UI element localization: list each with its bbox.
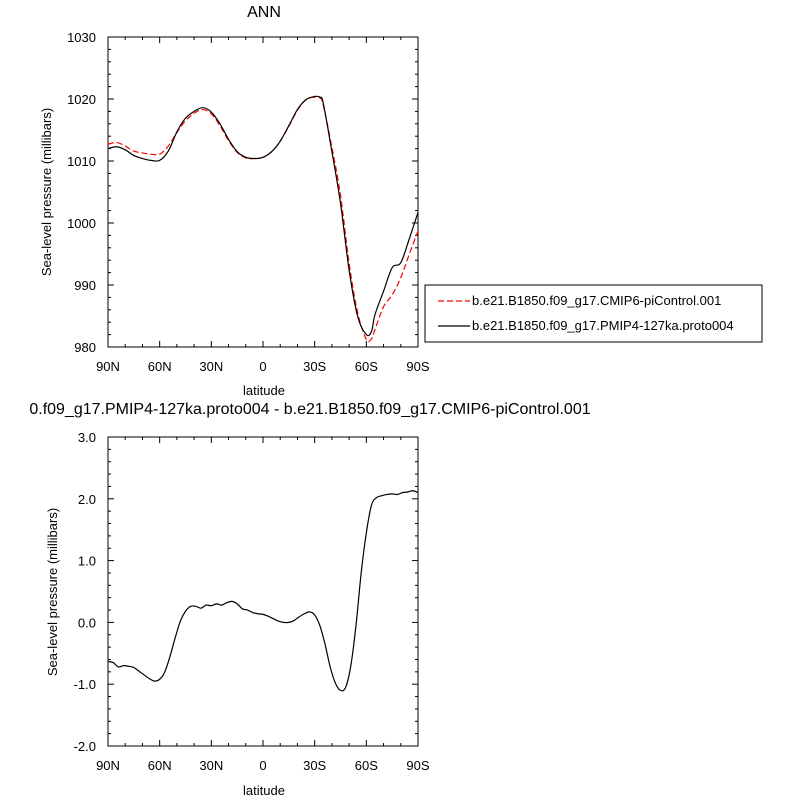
top-ytick-label: 990 (74, 278, 96, 293)
bottom-xtick-label: 90S (406, 758, 429, 773)
top-series-lines (107, 95, 419, 343)
bottom-plot-frame (107, 436, 419, 747)
top-ytick-label: 1010 (67, 154, 96, 169)
top-ytick-label: 980 (74, 340, 96, 355)
bottom-xtick-label: 90N (96, 758, 120, 773)
legend-label-picontrol: b.e21.B1850.f09_g17.CMIP6-piControl.001 (472, 293, 721, 308)
top-panel: ANN 980 990 1000 1010 1020 1030 90N 60N 30N 0 30S 6… (39, 4, 430, 398)
top-ytick-label: 1000 (67, 216, 96, 231)
bottom-ytick-label: 1.0 (78, 554, 96, 569)
bottom-ytick-label: -2.0 (74, 739, 96, 754)
bottom-series-lines (107, 490, 419, 692)
legend: b.e21.B1850.f09_g17.CMIP6-piControl.001 … (424, 284, 763, 343)
top-xtick-label: 0 (259, 359, 266, 374)
top-ticks: 980 990 1000 1010 1020 1030 90N 60N 30N 0 30S 60S 90… (67, 30, 430, 374)
bottom-xtick-label: 60N (148, 758, 172, 773)
top-xtick-label: 90S (406, 359, 429, 374)
bottom-panel: 0.f09_g17.PMIP4-127ka.proto004 - b.e21.B… (29, 401, 590, 798)
legend-box (424, 284, 763, 343)
bottom-plot-title: 0.f09_g17.PMIP4-127ka.proto004 - b.e21.B… (29, 401, 590, 418)
top-xaxis-title: latitude (243, 383, 285, 398)
top-yaxis-title: Sea-level pressure (millibars) (39, 108, 54, 276)
bottom-yaxis-title: Sea-level pressure (millibars) (45, 508, 60, 676)
legend-label-127ka: b.e21.B1850.f09_g17.PMIP4-127ka.proto004 (472, 318, 734, 333)
top-xtick-label: 60N (148, 359, 172, 374)
top-ytick-label: 1030 (67, 30, 96, 45)
bottom-ticks: -2.0 -1.0 0.0 1.0 2.0 3.0 90N 60N 30N 0 30S 60S 90S (74, 430, 430, 773)
top-xtick-label: 60S (355, 359, 378, 374)
top-series-line-1 (107, 95, 419, 337)
top-xtick-label: 30N (199, 359, 223, 374)
bottom-ytick-label: 2.0 (78, 492, 96, 507)
bottom-series-line-0 (107, 490, 419, 692)
top-xtick-label: 30S (303, 359, 326, 374)
bottom-ytick-label: 0.0 (78, 615, 96, 630)
bottom-ytick-label: 3.0 (78, 430, 96, 445)
top-plot-frame (107, 36, 419, 348)
bottom-xtick-label: 0 (259, 758, 266, 773)
bottom-ytick-label: -1.0 (74, 677, 96, 692)
bottom-xtick-label: 30S (303, 758, 326, 773)
bottom-xaxis-title: latitude (243, 783, 285, 798)
top-series-line-0 (107, 96, 419, 343)
top-plot-title: ANN (247, 4, 281, 21)
bottom-xtick-label: 30N (199, 758, 223, 773)
top-xtick-label: 90N (96, 359, 120, 374)
top-ytick-label: 1020 (67, 92, 96, 107)
bottom-xtick-label: 60S (355, 758, 378, 773)
